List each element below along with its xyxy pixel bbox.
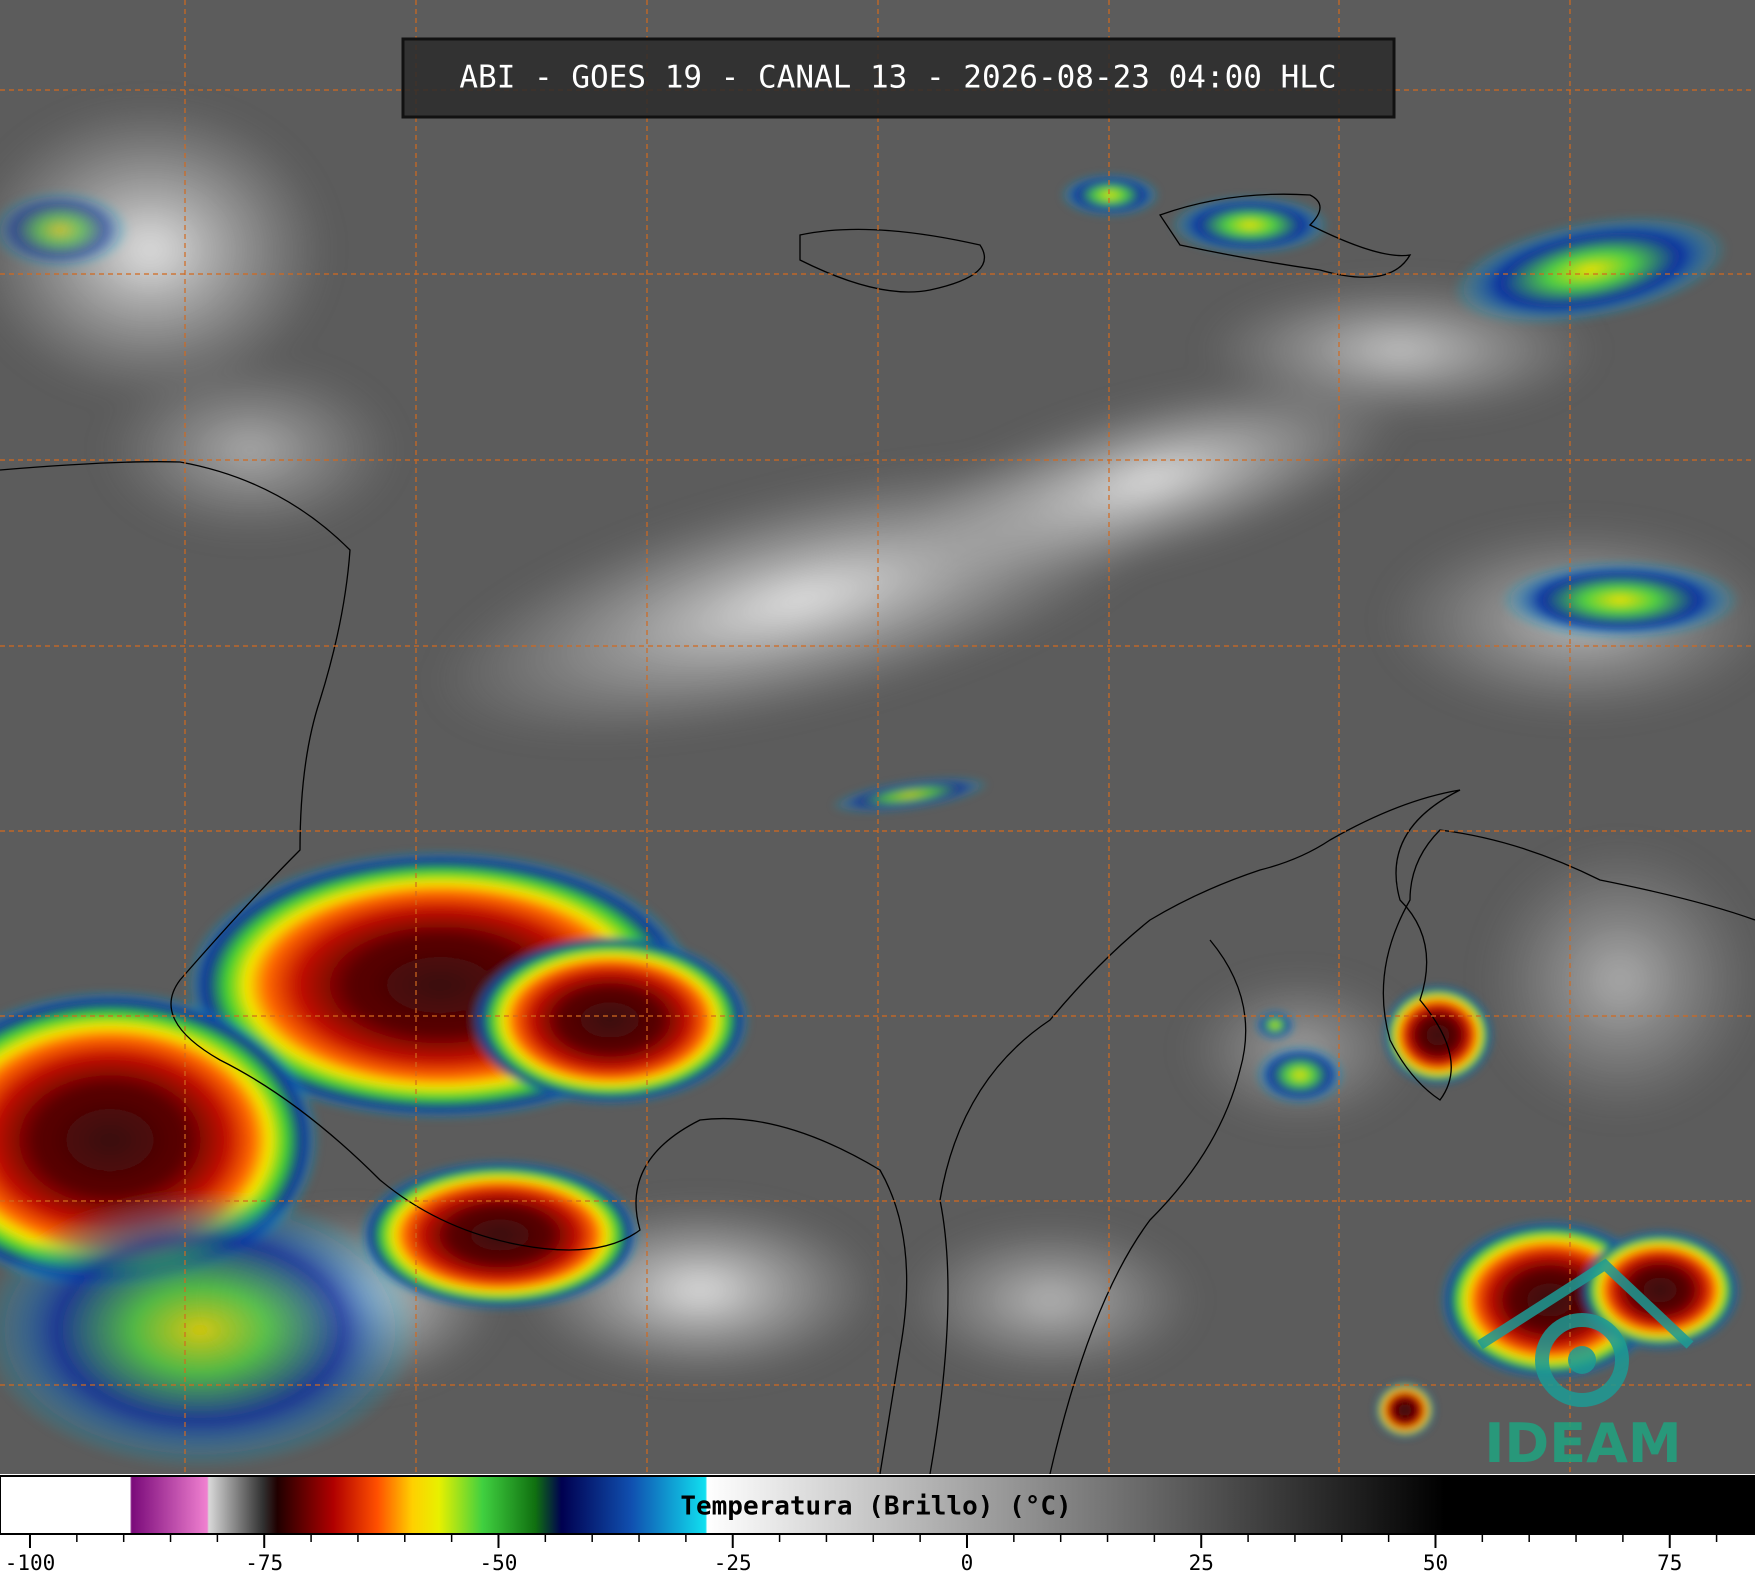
colorbar: Temperatura (Brillo) (°C) -100 -75 -50 -25 0…	[0, 1475, 1755, 1575]
colorbar-tick-label: -50	[480, 1551, 518, 1575]
satellite-map: IDEAM	[0, 0, 1755, 1475]
coastlines	[0, 193, 1755, 1474]
colorbar-tick-label: -75	[245, 1551, 283, 1575]
logo: IDEAM	[1477, 1258, 1694, 1475]
logo-text: IDEAM	[1484, 1412, 1681, 1475]
colorbar-tick-label: 75	[1657, 1551, 1682, 1575]
title: ABI - GOES 19 - CANAL 13 - 2026-08-23 04…	[459, 60, 1336, 96]
colorbar-tick-label: -25	[714, 1551, 752, 1575]
colorbar-gradient	[0, 1475, 1755, 1535]
colorbar-tick-label: 50	[1423, 1551, 1448, 1575]
colorbar-tick-label: 0	[961, 1551, 974, 1575]
colorbar-label: Temperatura (Brillo) (°C)	[680, 1492, 1071, 1522]
colorbar-tick-label: -100	[5, 1551, 56, 1575]
colorbar-tick-label: 25	[1189, 1551, 1214, 1575]
title-box: ABI - GOES 19 - CANAL 13 - 2026-08-23 04…	[401, 37, 1396, 119]
